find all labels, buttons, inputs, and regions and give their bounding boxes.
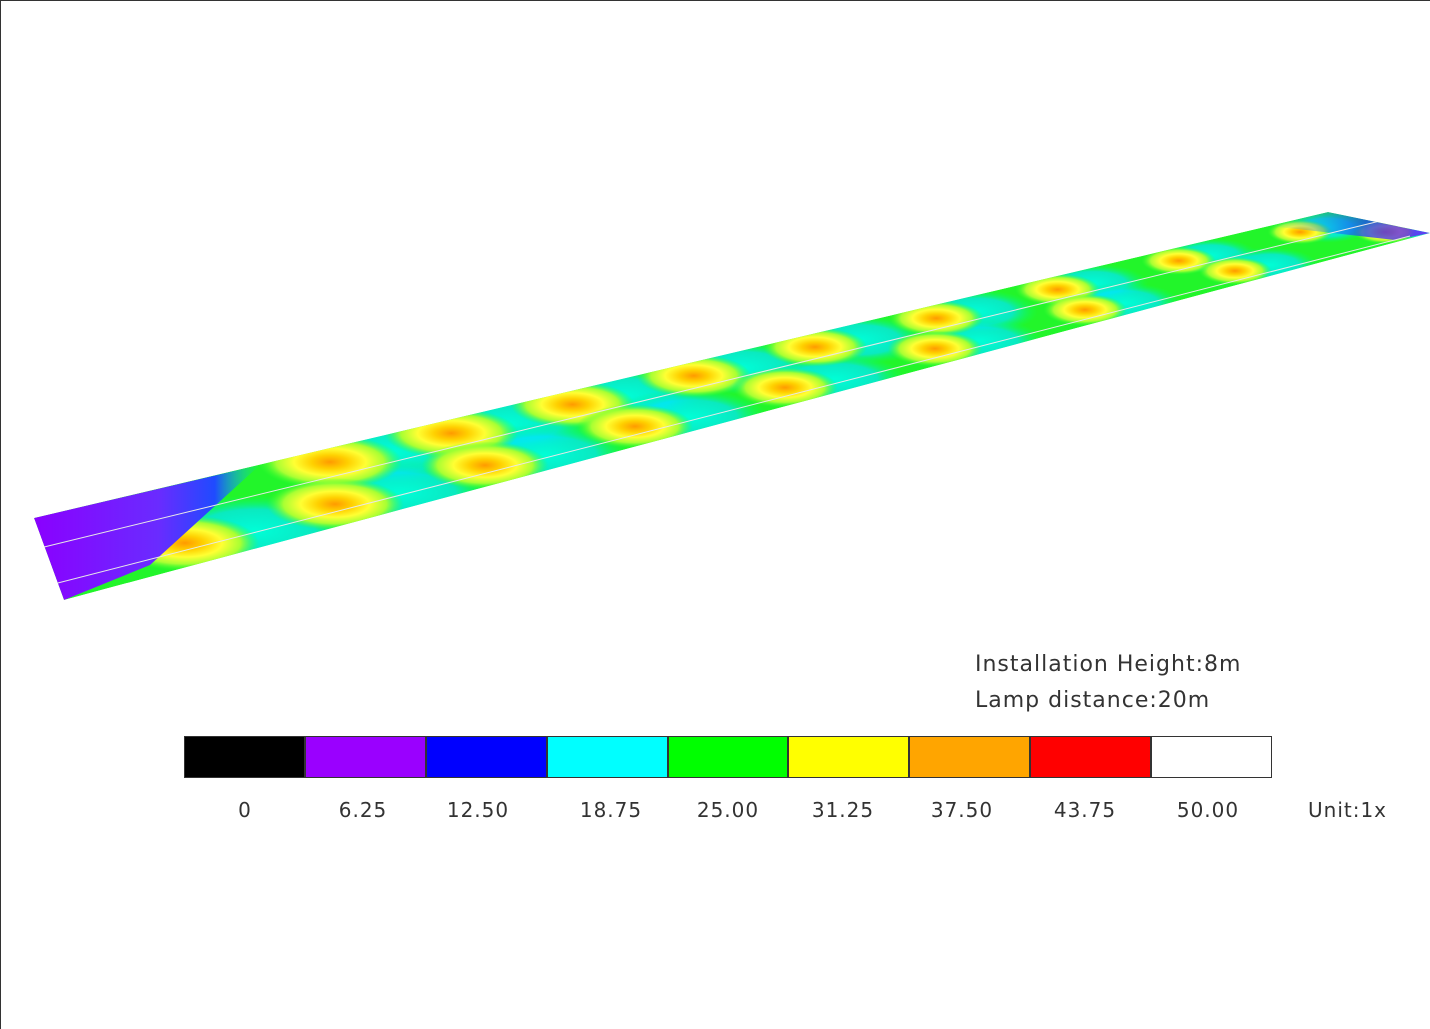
legend-swatch-8 — [1152, 737, 1272, 777]
legend-swatch-7 — [1031, 737, 1153, 777]
legend-swatch-4 — [668, 737, 790, 777]
installation-height-label: Installation Height:8m — [975, 652, 1242, 677]
far-lane-hotspot-4 — [762, 327, 868, 367]
road-end-low-zone — [1270, 212, 1430, 240]
legend-tick-0: 0 — [238, 798, 252, 822]
legend-swatch-5 — [789, 737, 911, 777]
legend-swatch-3 — [547, 737, 669, 777]
near-lane-hotspot-3 — [577, 404, 693, 449]
legend-swatch-0 — [185, 737, 306, 777]
far-lane-hotspot-5 — [889, 300, 984, 336]
legend-tick-8: 50.00 — [1176, 798, 1240, 822]
legend-tick-3: 18.75 — [579, 798, 643, 822]
lane-divider — [39, 220, 1381, 549]
road-start-low-zone — [34, 465, 260, 600]
far-lane-hotspot-7 — [1141, 246, 1217, 275]
legend-tick-1: 6.25 — [338, 798, 388, 822]
near-lane-hotspot-7 — [1198, 257, 1272, 285]
color-scale-legend — [184, 736, 1272, 778]
unit-label: Unit:1x — [1308, 798, 1388, 822]
near-lane-hotspot-4 — [732, 367, 838, 408]
legend-tick-5: 31.25 — [811, 798, 875, 822]
near-lane-hotspot-1 — [266, 478, 404, 531]
lamp-distance-label: Lamp distance:20m — [975, 688, 1211, 713]
legend-tick-7: 43.75 — [1053, 798, 1117, 822]
road-illuminance-heatmap — [34, 212, 1430, 600]
legend-swatch-6 — [910, 737, 1032, 777]
legend-tick-4: 25.00 — [696, 798, 760, 822]
road-edge-line — [49, 235, 1411, 586]
near-lane-hotspot-5 — [887, 330, 983, 367]
legend-swatch-2 — [426, 737, 548, 777]
legend-swatch-1 — [305, 737, 427, 777]
near-lane-hotspot-2 — [421, 441, 549, 490]
near-lane-hotspot-6 — [1043, 293, 1127, 326]
legend-tick-6: 37.50 — [930, 798, 994, 822]
legend-tick-2: 12.50 — [446, 798, 510, 822]
